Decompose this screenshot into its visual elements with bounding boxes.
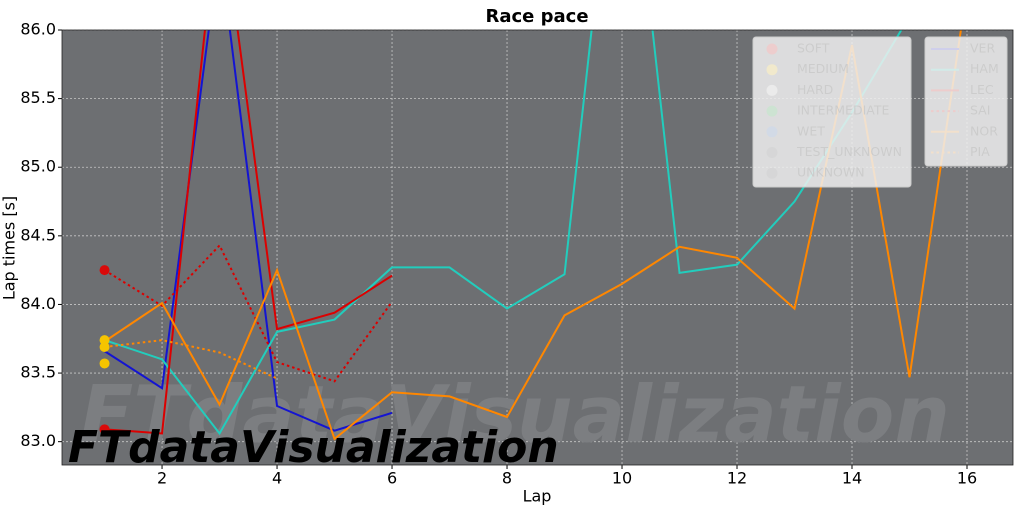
x-tick-label: 8 bbox=[502, 469, 512, 488]
y-tick-label: 84.0 bbox=[20, 294, 56, 313]
y-tick-label: 83.5 bbox=[20, 363, 56, 382]
series-line bbox=[104, 339, 278, 380]
watermark: FTdataVisualization bbox=[68, 422, 559, 473]
chart-title: Race pace bbox=[485, 6, 588, 27]
y-tick-label: 86.0 bbox=[20, 20, 56, 39]
y-tick-label: 85.5 bbox=[20, 88, 56, 107]
compound-point bbox=[99, 341, 110, 352]
y-tick-label: 83.0 bbox=[20, 431, 56, 450]
x-tick-label: 6 bbox=[387, 469, 397, 488]
plot-frame bbox=[61, 29, 1014, 466]
x-tick-label: 12 bbox=[727, 469, 747, 488]
x-tick-label: 2 bbox=[157, 469, 167, 488]
compound-point bbox=[99, 358, 110, 369]
y-axis-label: Lap times [s] bbox=[0, 196, 19, 300]
compound-legend bbox=[752, 36, 912, 188]
x-tick-label: 16 bbox=[957, 469, 977, 488]
x-tick-label: 14 bbox=[842, 469, 862, 488]
series-line bbox=[104, 30, 903, 436]
series-line bbox=[104, 30, 393, 432]
watermark-bg: FTdataVisualization bbox=[80, 370, 950, 460]
series-line bbox=[104, 30, 393, 435]
x-tick-label: 4 bbox=[272, 469, 282, 488]
x-tick-label: 10 bbox=[612, 469, 632, 488]
x-axis-label: Lap bbox=[523, 487, 552, 506]
series-line bbox=[104, 243, 393, 383]
y-tick-label: 85.0 bbox=[20, 157, 56, 176]
compound-point bbox=[99, 335, 110, 346]
y-tick-label: 84.5 bbox=[20, 225, 56, 244]
compound-point bbox=[99, 424, 110, 435]
driver-legend bbox=[924, 36, 1008, 167]
compound-point bbox=[99, 265, 110, 276]
